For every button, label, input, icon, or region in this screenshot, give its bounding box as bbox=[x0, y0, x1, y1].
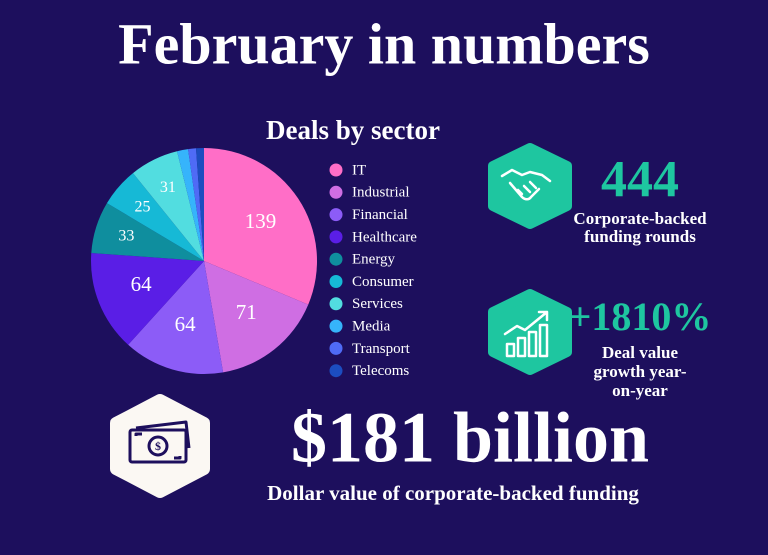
legend-label: Financial bbox=[352, 207, 408, 223]
legend-label: Healthcare bbox=[352, 229, 417, 245]
legend-swatch bbox=[329, 230, 343, 244]
stat-value: 444 bbox=[601, 151, 679, 208]
legend-swatch bbox=[329, 297, 343, 311]
stat-label: growth year- bbox=[593, 362, 686, 381]
page-title: February in numbers bbox=[118, 11, 650, 76]
pie-slice bbox=[177, 149, 204, 261]
pie-slice bbox=[106, 173, 204, 261]
legend-swatch bbox=[329, 185, 343, 199]
pie-slice bbox=[128, 261, 224, 374]
legend-label: Media bbox=[352, 319, 391, 335]
stat-label: Deal value bbox=[602, 343, 678, 362]
pie-slice bbox=[188, 148, 204, 261]
legend-label: Industrial bbox=[352, 185, 410, 201]
headline-label: Dollar value of corporate-backed funding bbox=[267, 481, 639, 505]
data-label: 139 bbox=[245, 209, 277, 233]
data-label: 64 bbox=[175, 312, 197, 336]
stat-label: funding rounds bbox=[584, 227, 696, 246]
legend-swatch bbox=[329, 275, 343, 288]
stat-value: +1810% bbox=[569, 294, 712, 339]
pie-slice bbox=[204, 261, 309, 373]
data-label: 33 bbox=[118, 227, 134, 244]
growth-icon bbox=[503, 310, 549, 358]
legend-swatch bbox=[329, 319, 343, 333]
legend-label: Consumer bbox=[352, 274, 414, 290]
legend-swatch bbox=[329, 208, 343, 222]
handshake-icon bbox=[500, 168, 552, 201]
legend-label: Transport bbox=[352, 341, 411, 357]
money-icon bbox=[128, 420, 191, 464]
pie-slice bbox=[196, 148, 204, 261]
data-label: 71 bbox=[236, 300, 257, 324]
legend-swatch bbox=[329, 364, 343, 378]
legend: IT Industrial Financial Healthcare Energy Con… bbox=[329, 162, 417, 379]
legend-label: IT bbox=[352, 162, 366, 178]
legend-label: Energy bbox=[352, 252, 396, 268]
legend-swatch bbox=[329, 341, 343, 355]
legend-swatch bbox=[329, 252, 343, 266]
pie-slice bbox=[91, 203, 204, 261]
stat-label: Corporate-backed bbox=[573, 209, 707, 228]
chart-title: Deals by sector bbox=[266, 115, 440, 145]
icon-hexagon bbox=[488, 143, 572, 229]
headline-value: $181 billion bbox=[291, 398, 649, 478]
data-label: 64 bbox=[131, 272, 153, 296]
data-label: 31 bbox=[160, 179, 176, 196]
data-label: 25 bbox=[135, 198, 151, 215]
legend-swatch bbox=[329, 163, 343, 177]
pie-slice bbox=[204, 148, 317, 305]
pie-slice bbox=[133, 151, 204, 261]
legend-label: Services bbox=[352, 296, 403, 312]
legend-label: Telecoms bbox=[352, 363, 409, 379]
dollar-sign: $ bbox=[155, 439, 161, 453]
stat-label: on-year bbox=[612, 381, 668, 400]
pie-slice bbox=[90, 253, 204, 345]
